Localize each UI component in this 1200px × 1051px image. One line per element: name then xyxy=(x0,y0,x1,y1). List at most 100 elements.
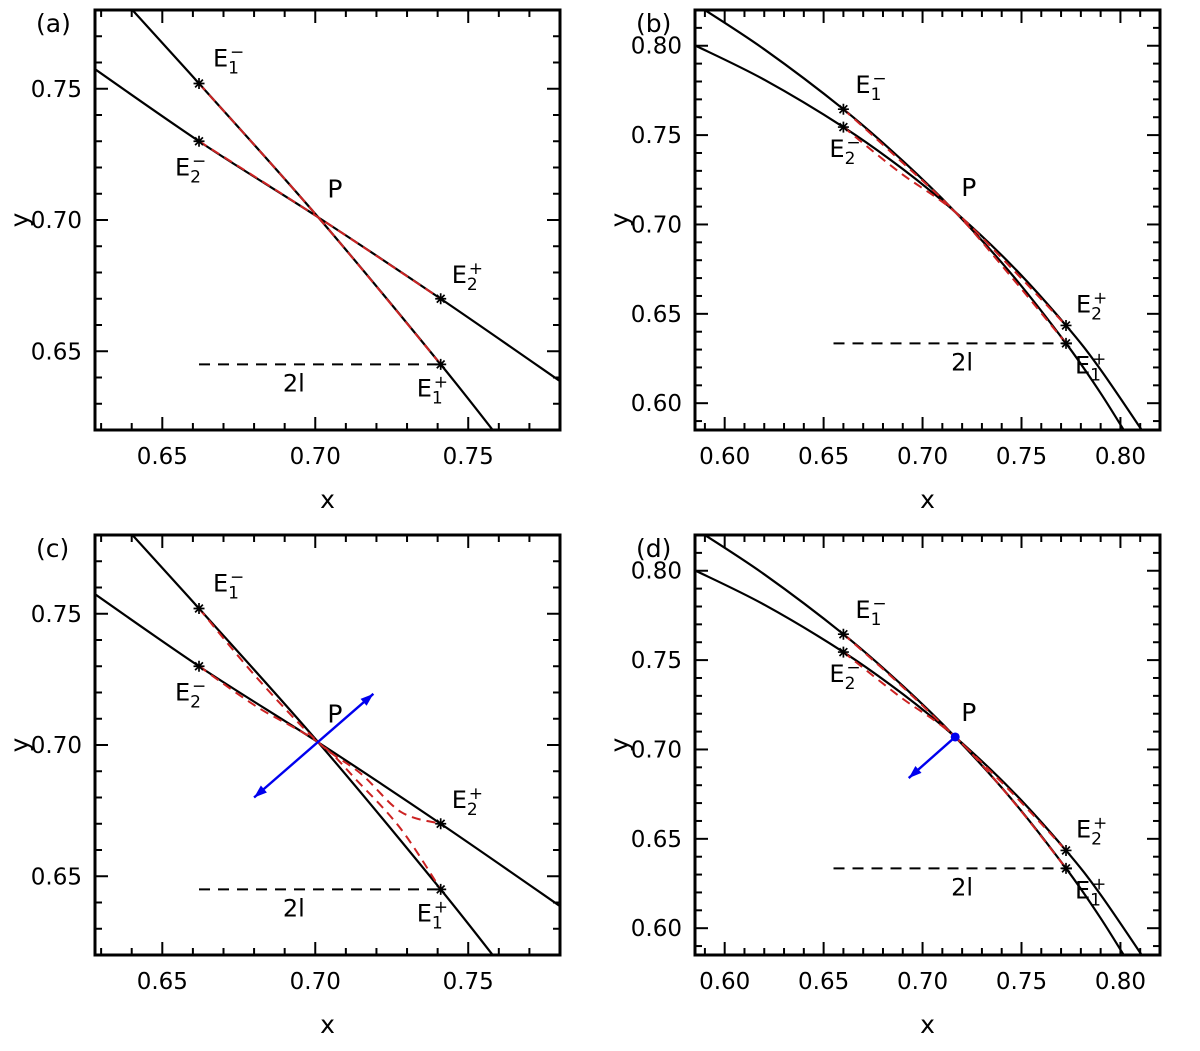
panel-a: 2l E1− E2− E2+ E1+ P 0.65 0.70 0.75 0.65 0.70 0.75 x… xyxy=(0,0,600,525)
field-line-1 xyxy=(702,10,1126,430)
y-tick-label: 0.70 xyxy=(631,737,682,763)
x-tick-label: 0.65 xyxy=(137,444,188,470)
y-tick-label: 0.70 xyxy=(31,208,82,234)
point-marker xyxy=(1060,319,1072,331)
direction-arrow xyxy=(253,692,375,799)
panel-tag: (a) xyxy=(36,9,71,38)
axes-frame xyxy=(693,8,1162,432)
y-tick-label: 0.70 xyxy=(631,212,682,238)
y-axis-label: y xyxy=(605,737,634,752)
point-marker xyxy=(435,818,447,830)
point-marker xyxy=(837,103,849,115)
y-tick-label: 0.75 xyxy=(31,602,82,628)
panel-c-canvas: 2l E1− E2− E2+ E1+ P 0.65 0.70 0.75 0.65 0.70 0.75 x… xyxy=(5,533,562,1039)
x-tick-label: 0.75 xyxy=(996,444,1047,470)
point-label: E1+ xyxy=(1075,874,1106,910)
y-tick-label: 0.65 xyxy=(31,864,82,890)
plot-area xyxy=(695,10,1144,430)
point-label: E2+ xyxy=(452,259,483,295)
point-marker xyxy=(1060,862,1072,874)
point-label: E1+ xyxy=(1075,349,1106,385)
mapping-dashed-curve xyxy=(842,126,1067,327)
arrow-head xyxy=(360,693,374,706)
point-label: E2+ xyxy=(452,784,483,820)
x-axis-label: x xyxy=(320,485,335,514)
point-marker xyxy=(837,628,849,640)
mapping-dashed-curve xyxy=(842,108,1067,344)
point-marker xyxy=(1060,844,1072,856)
mapping-dashed-curve xyxy=(198,82,442,366)
x-axis-label: x xyxy=(920,1010,935,1039)
x-tick-label: 0.70 xyxy=(290,969,341,995)
y-tick-label: 0.60 xyxy=(631,391,682,417)
field-line-1 xyxy=(702,535,1126,955)
mapping-dashed-curve xyxy=(198,665,442,890)
panel-b-canvas: 2l E1− E2− E2+ E1+ P 0.60 0.65 0.70 0.75 0.80 0.60 0… xyxy=(605,8,1162,514)
y-tick-label: 0.65 xyxy=(631,302,682,328)
point-marker xyxy=(435,358,447,370)
x-tick-label: 0.70 xyxy=(290,444,341,470)
axes-frame xyxy=(93,8,562,432)
separation-length-label: 2l xyxy=(951,348,973,376)
point-label: E1+ xyxy=(417,372,448,408)
point-label: E2− xyxy=(175,676,206,712)
y-tick-label: 0.75 xyxy=(631,123,682,149)
mapping-dashed-curve xyxy=(842,633,1067,852)
point-marker xyxy=(837,121,849,133)
x-tick-label: 0.60 xyxy=(699,444,750,470)
x-tick-label: 0.70 xyxy=(897,444,948,470)
y-axis-label: y xyxy=(605,212,634,227)
panel-tag: (d) xyxy=(636,534,671,563)
y-tick-label: 0.80 xyxy=(631,559,682,585)
point-label: E1− xyxy=(213,568,244,604)
y-tick-label: 0.70 xyxy=(31,733,82,759)
separation-length-label: 2l xyxy=(283,894,305,922)
x-tick-label: 0.75 xyxy=(996,969,1047,995)
x-tick-label: 0.80 xyxy=(1095,444,1146,470)
separation-length-label: 2l xyxy=(283,369,305,397)
y-axis-label: y xyxy=(5,737,34,752)
x-tick-label: 0.60 xyxy=(699,969,750,995)
y-tick-label: 0.65 xyxy=(31,339,82,365)
panel-d-canvas: 2l E1− E2− E2+ E1+ P 0.60 0.65 0.70 0.75 0.80 0.60 0… xyxy=(605,533,1162,1039)
mapping-dashed-curve xyxy=(198,607,441,825)
x-tick-label: 0.65 xyxy=(137,969,188,995)
axes-frame xyxy=(693,533,1162,957)
mapping-dashed-curve xyxy=(198,140,442,300)
y-tick-label: 0.80 xyxy=(631,34,682,60)
arrow-head xyxy=(908,766,922,779)
x-tick-label: 0.75 xyxy=(443,444,494,470)
point-label: E1+ xyxy=(417,897,448,933)
panel-tag: (b) xyxy=(636,9,671,38)
axes-frame xyxy=(93,533,562,957)
separation-length-label: 2l xyxy=(951,873,973,901)
x-tick-label: 0.65 xyxy=(798,969,849,995)
x-axis-label: x xyxy=(320,1010,335,1039)
x-tick-label: 0.80 xyxy=(1095,969,1146,995)
point-label: E1− xyxy=(213,43,244,79)
panel-d: 2l E1− E2− E2+ E1+ P 0.60 0.65 0.70 0.75 0.80 0.60 0… xyxy=(600,525,1200,1051)
plot-area xyxy=(95,10,560,430)
y-tick-label: 0.60 xyxy=(631,916,682,942)
x-tick-label: 0.75 xyxy=(443,969,494,995)
x-tick-label: 0.65 xyxy=(798,444,849,470)
field-line-1 xyxy=(130,535,495,955)
y-tick-label: 0.65 xyxy=(631,827,682,853)
p-dot xyxy=(950,732,960,742)
x-tick-label: 0.70 xyxy=(897,969,948,995)
point-marker xyxy=(193,660,205,672)
field-line-1 xyxy=(130,10,495,430)
point-marker xyxy=(435,883,447,895)
point-label: E1− xyxy=(855,69,886,105)
point-label: E1− xyxy=(855,594,886,630)
intersection-point-label: P xyxy=(961,173,976,202)
point-label: E2− xyxy=(175,151,206,187)
point-marker xyxy=(193,78,205,89)
point-marker xyxy=(435,293,447,305)
y-tick-label: 0.75 xyxy=(631,648,682,674)
point-marker xyxy=(193,603,205,614)
intersection-point-label: P xyxy=(327,174,342,203)
panel-b: 2l E1− E2− E2+ E1+ P 0.60 0.65 0.70 0.75 0.80 0.60 0… xyxy=(600,0,1200,525)
point-marker xyxy=(1060,337,1072,349)
